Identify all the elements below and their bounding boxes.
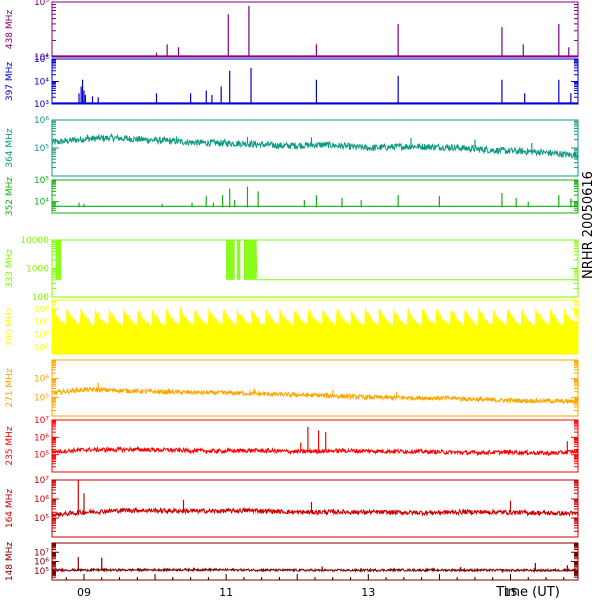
panel-data: [52, 426, 578, 457]
panel-frame: [51, 479, 579, 538]
panel-5: 10⁵ 10⁶ 10⁷ 10⁸ 300 MHz: [5, 299, 579, 355]
y-tick-label: 10⁵: [34, 176, 49, 186]
frequency-label: 235 MHz: [5, 426, 15, 466]
y-tick-label: 10⁴: [34, 53, 49, 63]
panel-7: 10⁵ 10⁶ 10⁷ 235 MHz: [5, 416, 579, 473]
y-tick-label: 10⁸: [34, 305, 49, 315]
series-line: [52, 506, 578, 518]
x-tick-label: 09: [77, 586, 91, 599]
time-axis-label: Time (UT): [495, 585, 560, 600]
y-tick-label: 10⁶: [34, 433, 49, 443]
saturation-block: [55, 240, 62, 280]
frequency-label: 271 MHz: [5, 368, 15, 408]
y-tick-label: 1000: [26, 265, 49, 275]
station-label: NRHR 20050616: [581, 171, 596, 279]
frequency-label: 397 MHz: [5, 62, 15, 102]
series-line: [52, 566, 578, 574]
panel-frame: [51, 58, 579, 105]
y-tick-label: 10³: [34, 100, 49, 110]
panel-frame: [51, 239, 579, 298]
y-tick-label: 10⁵: [34, 514, 49, 524]
time-axis: 09 11 13 15: [65, 574, 565, 599]
x-tick-label: 13: [361, 586, 375, 599]
panel-frame: [51, 542, 579, 581]
frequency-label: 364 MHz: [5, 128, 15, 168]
panel-frame: [51, 1, 579, 58]
band-area: [52, 305, 578, 354]
y-tick-label: 100: [32, 293, 49, 303]
y-tick-label: 10⁶: [34, 116, 49, 126]
y-tick-label: 10⁶: [34, 495, 49, 505]
y-tick-label: 10⁷: [34, 416, 49, 426]
panel-8: 10⁵ 10⁶ 10⁷ 164 MHz: [5, 476, 579, 538]
y-tick-label: 10⁵: [34, 393, 49, 403]
series-line: [52, 386, 578, 406]
x-tick-label: 15: [503, 586, 517, 599]
panel-6: 10⁵ 10⁶ 271 MHz: [5, 359, 579, 417]
frequency-label: 352 MHz: [5, 177, 15, 217]
panel-3: 10⁴ 10⁵ 352 MHz: [5, 176, 579, 217]
y-tick-label: 10⁷: [34, 318, 49, 328]
y-tick-label: 10⁷: [34, 548, 49, 558]
band-floor: [52, 345, 578, 354]
panel-frame: [51, 419, 579, 473]
panel-frame: [51, 179, 579, 214]
frequency-label: 438 MHz: [5, 10, 15, 50]
frequency-label: 300 MHz: [5, 307, 15, 347]
panel-frame: [51, 359, 579, 417]
saturation-block: [243, 240, 257, 280]
y-tick-label: 10⁶: [34, 375, 49, 385]
saturation-block: [236, 240, 241, 280]
panel-data: [52, 186, 578, 208]
frequency-label: 333 MHz: [5, 249, 15, 289]
panel-data: [52, 240, 578, 281]
frequency-label: 148 MHz: [5, 542, 15, 582]
series-line: [52, 132, 578, 159]
y-tick-label: 10⁵: [34, 0, 49, 8]
y-tick-label: 10⁶: [34, 331, 49, 341]
y-tick-label: 10⁵: [34, 451, 49, 461]
saturation-block: [226, 240, 235, 280]
y-tick-label: 10⁶: [34, 558, 49, 568]
panel-data: [52, 132, 578, 159]
y-tick-label: 10⁵: [34, 567, 49, 577]
panel-data: [52, 67, 578, 104]
y-tick-label: 10⁴: [34, 198, 49, 208]
y-tick-label: 10⁷: [34, 476, 49, 486]
y-tick-label: 10⁵: [34, 144, 49, 154]
series-line: [52, 240, 578, 281]
panel-data: [52, 480, 578, 518]
panel-data: [52, 305, 578, 354]
y-tick-label: 10⁵: [34, 55, 49, 65]
panel-data: [52, 557, 578, 574]
frequency-label: 164 MHz: [5, 489, 15, 529]
panel-4: 100 1000 10000 333 MHz: [5, 236, 579, 303]
y-tick-label: 10⁴: [34, 78, 49, 88]
panel-2: 10⁵ 10⁶ 364 MHz: [5, 116, 579, 177]
y-tick-label: 10000: [20, 236, 49, 246]
x-tick-label: 11: [219, 586, 233, 599]
panel-data: [52, 382, 578, 406]
panel-data: [52, 5, 578, 57]
y-tick-label: 10⁵: [34, 343, 49, 353]
series-line: [52, 445, 578, 457]
